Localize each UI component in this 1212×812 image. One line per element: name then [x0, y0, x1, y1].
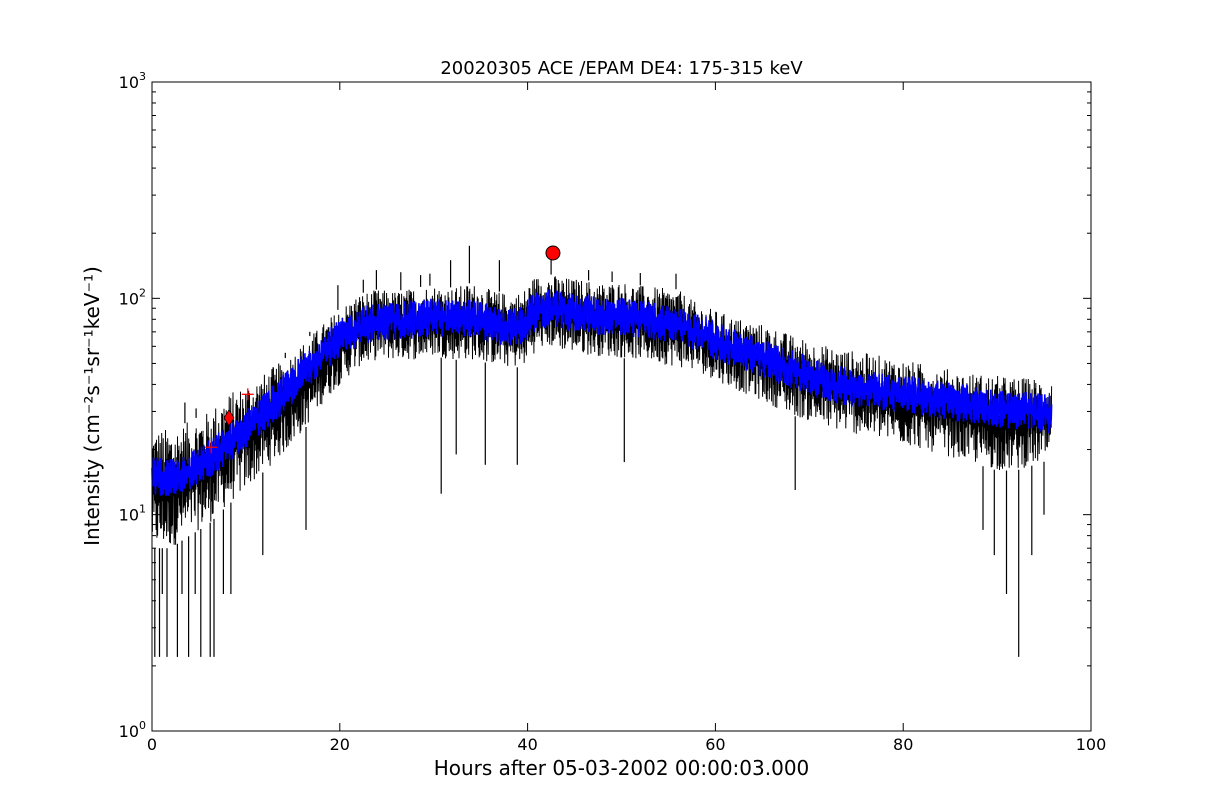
y-axis-label: Intensity (cm⁻²s⁻¹sr⁻¹keV⁻¹) [80, 266, 104, 546]
x-tick-label: 80 [893, 735, 913, 754]
y-tick-label: 102 [119, 286, 146, 308]
x-tick-label: 100 [1076, 735, 1107, 754]
series-smoothed-intensity-line [151, 289, 1053, 497]
marker-layer [205, 245, 561, 454]
x-tick-label: 0 [147, 735, 157, 754]
series-layer [151, 245, 1053, 657]
tick-layer: 0 20 40 60 80 100 100 101 102 103 [119, 70, 1107, 754]
plus-marker [205, 441, 218, 454]
x-tick-label: 60 [705, 735, 725, 754]
chart-title: 20020305 ACE /EPAM DE4: 175-315 keV [440, 58, 803, 79]
circle-marker [545, 245, 561, 261]
x-axis-label: Hours after 05-03-2002 00:00:03.000 [434, 756, 810, 780]
y-tick-label: 101 [119, 503, 146, 525]
plot-frame [151, 81, 1092, 732]
y-tick-label: 100 [119, 719, 146, 741]
series-raw-intensity-line [151, 276, 1053, 545]
x-tick-label: 40 [517, 735, 537, 754]
plus-marker [241, 388, 254, 401]
y-tick-label: 103 [119, 70, 146, 92]
x-tick-label: 20 [330, 735, 350, 754]
diamond-marker [223, 409, 235, 427]
